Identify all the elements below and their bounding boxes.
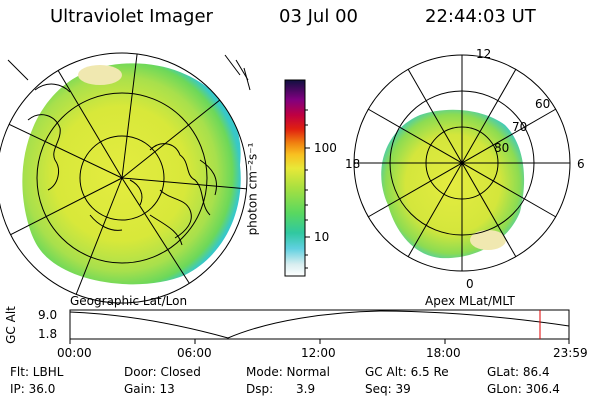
status-gc-alt: GC Alt: 6.5 Re <box>365 365 449 379</box>
altitude-plot <box>69 309 570 344</box>
altitude-xtick-1: 06:00 <box>177 346 212 360</box>
status-glat: GLat: 86.4 <box>487 365 550 379</box>
altitude-xtick-0: 00:00 <box>57 346 92 360</box>
magnetic-image <box>353 54 571 272</box>
colorbar <box>284 79 310 277</box>
geographic-caption: Geographic Lat/Lon <box>70 294 188 308</box>
mlt-label-6: 6 <box>577 157 585 171</box>
mlat-label-70: 70 <box>512 120 528 134</box>
status-ip: IP: 36.0 <box>10 382 56 396</box>
altitude-xtick-4: 23:59 <box>553 346 588 360</box>
colorbar-unit-label: photon cm⁻²s⁻¹ <box>245 142 260 236</box>
mlat-label-60: 60 <box>535 97 551 111</box>
mlt-label-0: 0 <box>466 277 474 291</box>
altitude-ytick-max: 9.0 <box>38 308 58 322</box>
image-date: 03 Jul 00 <box>279 6 358 27</box>
geographic-image <box>0 52 251 304</box>
mlt-label-12: 12 <box>476 47 492 61</box>
status-glon: GLon: 306.4 <box>487 382 560 396</box>
colorbar-tick-10: 10 <box>314 230 330 244</box>
status-seq: Seq: 39 <box>365 382 411 396</box>
status-dsp: Dsp: 3.9 <box>246 382 316 396</box>
status-filter: Flt: LBHL <box>10 365 64 379</box>
bright-spot-mag <box>470 230 506 250</box>
altitude-xtick-3: 18:00 <box>426 346 461 360</box>
altitude-xtick-2: 12:00 <box>301 346 336 360</box>
status-mode: Mode: Normal <box>246 365 330 379</box>
magnetic-caption: Apex MLat/MLT <box>425 294 515 308</box>
image-time: 22:44:03 UT <box>425 6 536 27</box>
bright-spot-geo <box>78 65 122 85</box>
status-door: Door: Closed <box>124 365 201 379</box>
mlt-label-18: 18 <box>345 157 361 171</box>
status-gain: Gain: 13 <box>124 382 175 396</box>
altitude-ytick-min: 1.8 <box>38 327 58 341</box>
colorbar-tick-100: 100 <box>314 141 337 155</box>
altitude-curve <box>69 310 570 339</box>
altitude-ylabel: GC Alt <box>3 306 18 344</box>
instrument-title: Ultraviolet Imager <box>50 6 213 27</box>
mlat-label-80: 80 <box>494 141 510 155</box>
aurora-oval-mag <box>381 109 525 259</box>
